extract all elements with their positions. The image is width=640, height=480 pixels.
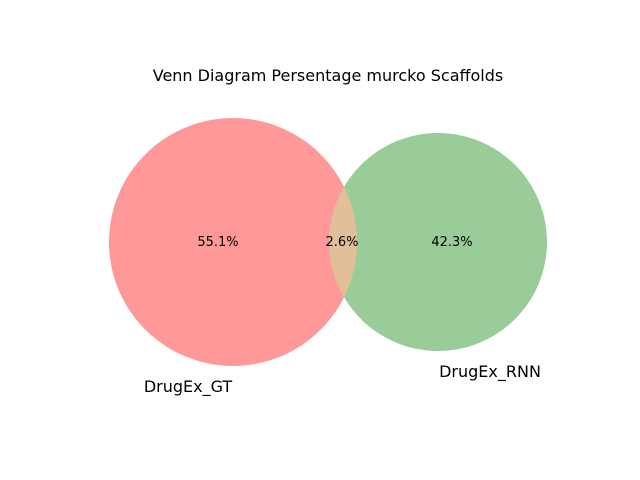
left-only-percent: 55.1%	[197, 235, 238, 250]
right-set-circle	[329, 133, 547, 351]
diagram-title: Venn Diagram Persentage murcko Scaffolds	[153, 66, 504, 85]
left-set-label: DrugEx_GT	[144, 377, 233, 397]
overlap-percent: 2.6%	[325, 235, 358, 250]
right-set-label: DrugEx_RNN	[439, 362, 541, 382]
right-only-percent: 42.3%	[431, 235, 472, 250]
left-set-circle	[109, 118, 357, 366]
